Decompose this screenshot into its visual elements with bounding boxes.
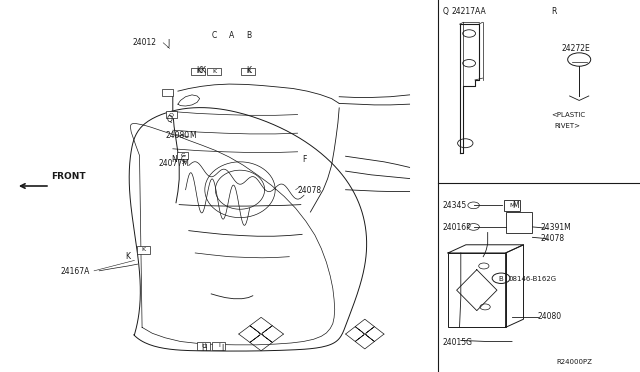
Text: K: K: [125, 252, 130, 261]
Bar: [241, 68, 255, 75]
Bar: [212, 342, 225, 350]
Text: K: K: [246, 66, 252, 75]
Text: Q: Q: [166, 115, 172, 124]
Text: C: C: [180, 153, 184, 158]
Text: R: R: [552, 7, 557, 16]
Bar: [197, 342, 210, 350]
Text: 24167A: 24167A: [61, 267, 90, 276]
Text: Q: Q: [169, 112, 174, 117]
Bar: [166, 111, 177, 118]
Text: 24015G: 24015G: [443, 338, 473, 347]
Bar: [162, 89, 173, 96]
Text: RIVET>: RIVET>: [554, 124, 580, 129]
Bar: [191, 68, 205, 75]
Text: 24345: 24345: [443, 201, 467, 210]
Text: K: K: [246, 69, 250, 74]
Text: 24078: 24078: [541, 234, 565, 243]
Text: KK: KK: [196, 66, 207, 75]
Text: A: A: [229, 31, 234, 40]
Bar: [506, 212, 532, 232]
Bar: [504, 200, 520, 211]
Text: C: C: [180, 155, 186, 164]
Text: 24391M: 24391M: [541, 223, 572, 232]
Text: 24078: 24078: [298, 186, 322, 195]
Text: H: H: [201, 343, 206, 349]
Text: 24012: 24012: [133, 38, 157, 47]
Bar: [207, 68, 221, 75]
Text: 24016P: 24016P: [443, 223, 472, 232]
Text: 24217AA: 24217AA: [451, 7, 486, 16]
Text: J: J: [167, 39, 170, 48]
Text: I: I: [221, 344, 223, 353]
Text: M: M: [189, 131, 195, 140]
Text: R24000PZ: R24000PZ: [557, 359, 593, 365]
Text: K: K: [196, 69, 200, 74]
Bar: [177, 152, 188, 159]
Text: M: M: [512, 201, 518, 210]
Text: K: K: [212, 69, 216, 74]
Text: 24077M: 24077M: [159, 159, 189, 168]
Text: 24272E: 24272E: [562, 44, 591, 53]
Bar: [448, 253, 506, 327]
Text: <PLASTIC: <PLASTIC: [552, 112, 586, 118]
Text: 24080: 24080: [165, 131, 189, 140]
Text: 24080: 24080: [538, 312, 562, 321]
Text: B: B: [246, 31, 252, 40]
Text: 08146-B162G: 08146-B162G: [509, 276, 557, 282]
Text: Q: Q: [443, 7, 449, 16]
Text: B: B: [499, 276, 503, 282]
Bar: [137, 246, 150, 254]
Text: N: N: [172, 155, 177, 164]
Text: I: I: [218, 343, 220, 349]
Text: F: F: [302, 155, 307, 164]
Text: K: K: [141, 247, 145, 253]
Text: M: M: [509, 203, 515, 208]
Text: FRONT: FRONT: [51, 172, 86, 181]
Text: H: H: [202, 344, 207, 353]
Text: C: C: [211, 31, 216, 40]
